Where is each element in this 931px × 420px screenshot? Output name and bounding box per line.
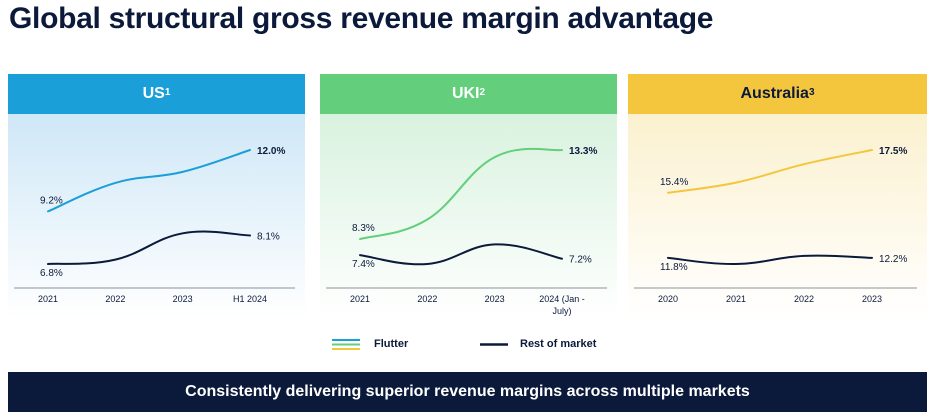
us-chart-body: 2021 2022 2023 H1 2024 9.2% 12.0% 6.8% 8.1%: [8, 114, 305, 318]
start-data-label: 11.8%: [660, 262, 688, 273]
uki-chart-title: UKI: [451, 85, 480, 102]
australia-chart-panel: Australia 3 2020 2021 2022 2023 15.4% 17.5% 11.…: [628, 74, 927, 318]
australia-chart-svg: 2020 2021 2022 2023 15.4% 17.5% 11.8% 12.2%: [634, 146, 917, 304]
x-tick-label: 2021: [38, 294, 58, 304]
uki-chart-header: UKI 2: [320, 74, 617, 114]
uki-chart-svg: 2021 2022 2023 2024 (Jan -July) 8.3% 13.3% 7.4…: [326, 146, 607, 316]
australia-chart-body: 2020 2021 2022 2023 15.4% 17.5% 11.8% 12.2%: [628, 114, 927, 318]
start-data-label: 15.4%: [660, 177, 688, 188]
rest-of-market-series-line: [47, 230, 251, 265]
chart-legend: Flutter Rest of market: [330, 336, 620, 360]
x-tick-label: 2022: [105, 294, 125, 304]
flutter-series-line: [667, 149, 873, 194]
end-data-label: 13.3%: [569, 146, 597, 157]
us-chart-header: US 1: [8, 74, 305, 114]
uki-chart-footnote: 2: [479, 86, 486, 98]
footer-banner: Consistently delivering superior revenue…: [8, 372, 927, 412]
australia-chart-footnote: 3: [808, 86, 815, 98]
flutter-series-line: [359, 147, 563, 241]
x-tick-label: 2020: [658, 294, 678, 304]
x-tick-label: 2022: [794, 294, 814, 304]
australia-chart-header: Australia 3: [628, 74, 927, 114]
us-chart-title: US: [142, 85, 165, 102]
start-data-label: 6.8%: [40, 268, 63, 279]
end-data-label: 12.0%: [257, 146, 285, 157]
end-data-label: 8.1%: [257, 232, 280, 243]
end-data-label: 17.5%: [879, 146, 907, 157]
x-tick-label: 2021: [350, 294, 370, 304]
end-data-label: 12.2%: [879, 254, 907, 265]
x-tick-label: 2023: [173, 294, 193, 304]
uki-chart-panel: UKI 2 2021 2022 2023 2024 (Jan -July) 8.3% 13.…: [320, 74, 617, 318]
start-data-label: 8.3%: [352, 223, 375, 234]
us-chart-svg: 2021 2022 2023 H1 2024 9.2% 12.0% 6.8% 8.1%: [14, 146, 295, 304]
legend-flutter: Flutter: [330, 336, 408, 352]
x-tick-label: 2022: [417, 294, 437, 304]
uki-chart-body: 2021 2022 2023 2024 (Jan -July) 8.3% 13.3% 7.4…: [320, 114, 617, 318]
x-tick-label: 2024 (Jan -July): [539, 294, 585, 316]
legend-rest-of-market: Rest of market: [478, 336, 596, 352]
australia-chart-title: Australia: [740, 85, 809, 102]
rest-of-market-series-line: [667, 254, 873, 266]
page-title: Global structural gross revenue margin a…: [9, 2, 714, 35]
start-data-label: 7.4%: [352, 259, 375, 270]
flutter-series-line: [47, 149, 251, 213]
x-tick-label: 2023: [485, 294, 505, 304]
legend-rest-label: Rest of market: [520, 338, 597, 350]
legend-flutter-label: Flutter: [374, 338, 409, 350]
end-data-label: 7.2%: [569, 255, 592, 266]
x-tick-label: 2023: [862, 294, 882, 304]
rest-of-market-series-line: [359, 243, 563, 266]
us-chart-footnote: 1: [164, 86, 171, 98]
flutter-legend-swatch: [332, 339, 360, 350]
us-chart-panel: US 1 2021 2022 2023 H1 2024 9.2% 12.0% 6.8% 8.1%: [8, 74, 305, 318]
x-tick-label: H1 2024: [233, 294, 267, 304]
rest-of-market-legend-swatch: [480, 343, 508, 346]
start-data-label: 9.2%: [40, 195, 63, 206]
footer-text: Consistently delivering superior revenue…: [185, 383, 750, 400]
x-tick-label: 2021: [726, 294, 746, 304]
